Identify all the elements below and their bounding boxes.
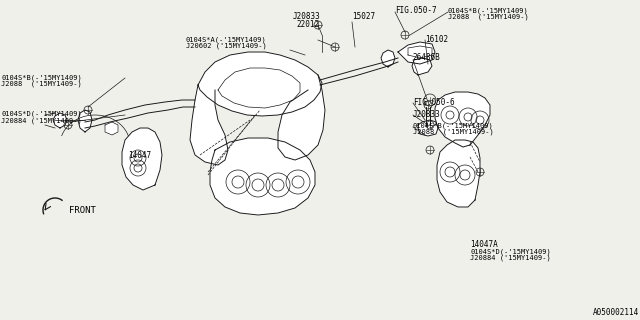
Text: 16102: 16102 [426, 35, 449, 44]
Polygon shape [78, 110, 92, 132]
Text: 0104S*A(-'15MY1409): 0104S*A(-'15MY1409) [186, 36, 266, 43]
Polygon shape [198, 52, 322, 116]
Text: 15027: 15027 [352, 12, 375, 20]
Polygon shape [210, 138, 315, 215]
Polygon shape [398, 42, 435, 64]
Text: FRONT: FRONT [69, 206, 96, 215]
Text: 14047A: 14047A [470, 240, 498, 249]
Text: J20884 ('15MY1409-): J20884 ('15MY1409-) [470, 255, 551, 261]
Text: 0104S*B(-'15MY1409): 0104S*B(-'15MY1409) [448, 7, 529, 14]
Text: J2088  ('15MY1409-): J2088 ('15MY1409-) [448, 14, 529, 20]
Polygon shape [53, 113, 67, 128]
Text: 14047: 14047 [128, 151, 151, 160]
Polygon shape [437, 140, 480, 207]
Text: 0104S*D(-'15MY1409): 0104S*D(-'15MY1409) [1, 111, 82, 117]
Text: 0104S*B(-'15MY1409): 0104S*B(-'15MY1409) [413, 123, 493, 129]
Polygon shape [418, 120, 438, 136]
Polygon shape [122, 128, 162, 190]
Text: 22012: 22012 [297, 20, 320, 28]
Polygon shape [381, 50, 395, 67]
Text: 0104S*B(-'15MY1409): 0104S*B(-'15MY1409) [1, 75, 82, 81]
Text: J2088  ('15MY1409-): J2088 ('15MY1409-) [413, 129, 493, 135]
Text: J20884 ('15MY1409-): J20884 ('15MY1409-) [1, 117, 82, 124]
Polygon shape [412, 58, 432, 75]
Text: J20833: J20833 [413, 110, 440, 119]
Text: 0104S*D(-'15MY1409): 0104S*D(-'15MY1409) [470, 249, 551, 255]
Text: FIG.050-6: FIG.050-6 [413, 98, 454, 107]
Text: 26486B: 26486B [413, 53, 440, 62]
Text: J20602 ('15MY1409-): J20602 ('15MY1409-) [186, 43, 266, 49]
Text: J20833: J20833 [292, 12, 320, 20]
Text: FIG.050-7: FIG.050-7 [396, 6, 437, 15]
Polygon shape [190, 85, 228, 165]
Polygon shape [278, 75, 325, 160]
Text: A050002114: A050002114 [593, 308, 639, 317]
Polygon shape [435, 92, 490, 147]
Text: J2088  ('15MY1409-): J2088 ('15MY1409-) [1, 81, 82, 87]
Polygon shape [105, 122, 118, 135]
